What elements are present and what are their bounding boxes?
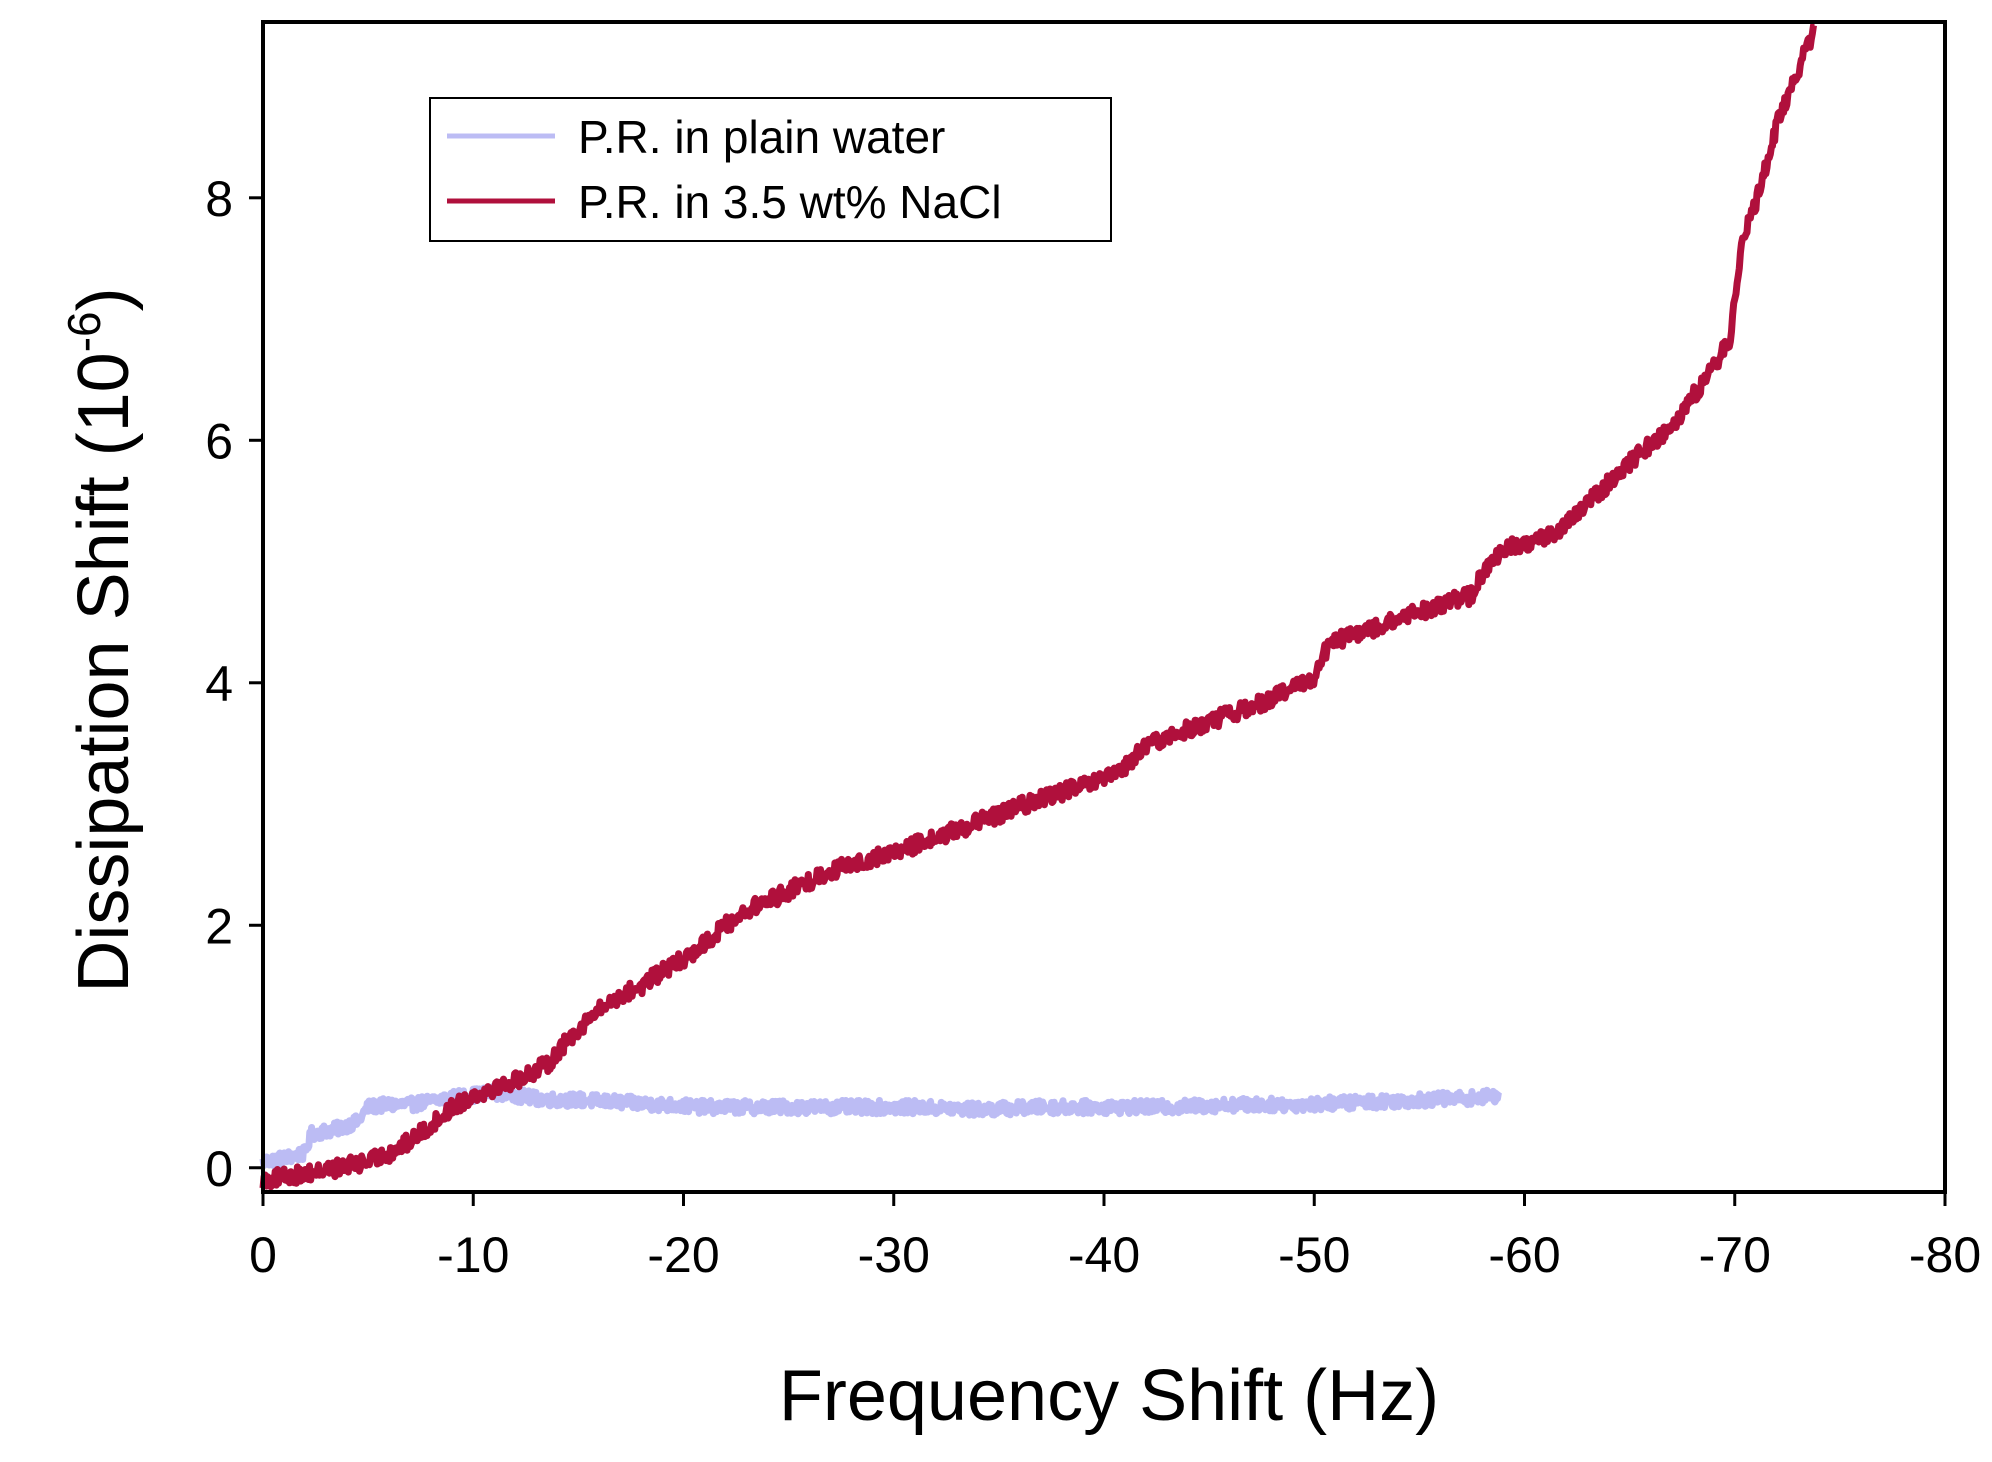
y-tick-label: 0 [205,1141,233,1197]
x-tick-label: -10 [437,1227,509,1283]
series-layer [259,21,1817,1191]
y-tick-label: 4 [205,656,233,712]
x-tick-label: -60 [1488,1227,1560,1283]
y-axis-title-close: ) [64,287,144,311]
x-tick-label: -70 [1699,1227,1771,1283]
legend-box [429,97,1112,242]
x-tick-label: -20 [647,1227,719,1283]
x-tick-label: -80 [1909,1227,1981,1283]
y-tick-label: 8 [205,171,233,227]
y-axis-title-main: Dissipation Shift (10 [64,352,144,992]
x-tick-label: -30 [858,1227,930,1283]
y-tick-label: 6 [205,413,233,469]
x-axis-title: Frequency Shift (Hz) [779,1356,1439,1436]
x-tick-label: 0 [249,1227,277,1283]
x-tick-label: -40 [1068,1227,1140,1283]
legend: P.R. in plain water P.R. in 3.5 wt% NaCl [429,97,1112,242]
legend-label-nacl: P.R. in 3.5 wt% NaCl [578,176,1002,228]
x-axis: 0 -10 -20 -30 -40 -50 -60 -70 -80 [249,1192,1981,1283]
x-tick-label: -50 [1278,1227,1350,1283]
y-tick-label: 2 [205,898,233,954]
y-axis-title-exponent: -6 [58,311,110,352]
legend-label-plain-water: P.R. in plain water [578,111,945,163]
y-axis-title: Dissipation Shift (10-6) [58,287,144,992]
series-line-nacl [259,21,1817,1191]
y-axis: 0 2 4 6 8 [205,171,263,1197]
